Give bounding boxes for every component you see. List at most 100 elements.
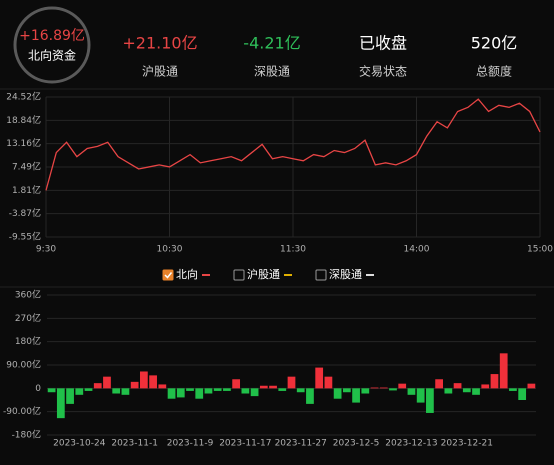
bar — [250, 388, 259, 397]
x-tick-label: 2023-11-27 — [275, 439, 327, 449]
bar — [416, 388, 425, 403]
bar — [444, 388, 453, 394]
y-tick-label: 360亿 — [15, 289, 41, 301]
y-tick-label: 13.16亿 — [6, 137, 41, 149]
bar — [84, 388, 93, 391]
y-tick-label: 90.00亿 — [6, 359, 41, 371]
northbound-label: 北向资金 — [28, 48, 76, 63]
legend-label: 深股通 — [329, 268, 362, 281]
bar — [472, 388, 480, 395]
bar — [140, 371, 148, 389]
line — [45, 98, 541, 191]
x-tick-label: 2023-12-13 — [385, 439, 437, 449]
bar — [499, 353, 508, 389]
bar — [342, 388, 351, 393]
x-tick-label: 15:00 — [527, 245, 553, 255]
checkmark — [164, 272, 173, 279]
bar — [56, 388, 65, 419]
bar — [435, 379, 443, 389]
y-tick-label: -180亿 — [12, 429, 41, 441]
legend-checkbox — [315, 269, 327, 281]
bar — [47, 388, 56, 393]
bar — [259, 385, 268, 389]
x-tick-label: 2023-10-24 — [53, 439, 106, 449]
x-tick-label: 10:30 — [157, 245, 183, 255]
legend-label: 沪股通 — [247, 267, 280, 281]
stat-value: 520亿 — [471, 34, 518, 53]
bar — [398, 383, 407, 389]
y-tick-label: -3.87亿 — [9, 207, 41, 219]
y-tick-label: 270亿 — [15, 312, 41, 324]
bar — [121, 388, 130, 395]
bar — [426, 388, 434, 413]
bar — [195, 388, 204, 399]
x-tick-label: 9:30 — [36, 245, 56, 255]
y-tick-label: -9.55亿 — [9, 231, 41, 243]
x-tick-label: 2023-11-9 — [167, 439, 214, 449]
bar — [518, 388, 527, 400]
stat-value: 已收盘 — [359, 34, 407, 53]
bar — [186, 388, 194, 391]
x-tick-label: 14:00 — [404, 245, 430, 255]
bar — [389, 388, 397, 391]
bar — [324, 376, 333, 389]
y-tick-label: -90.00亿 — [3, 405, 41, 417]
stat-value: +21.10亿 — [122, 34, 197, 53]
northbound-total: +16.89亿 — [19, 28, 85, 44]
bar — [379, 387, 388, 389]
bar — [158, 384, 167, 389]
legend-checkbox — [162, 269, 174, 281]
y-tick-label: 180亿 — [15, 335, 41, 347]
bar — [462, 388, 471, 393]
y-tick-label: 24.52亿 — [6, 91, 41, 103]
bar — [527, 383, 536, 389]
x-tick-label: 2023-11-17 — [219, 439, 271, 449]
bar — [149, 375, 157, 389]
stat-label: 交易状态 — [359, 64, 407, 79]
bar — [278, 388, 287, 391]
bar — [103, 376, 111, 389]
bar — [130, 381, 139, 389]
bar — [176, 388, 185, 398]
stat-label: 深股通 — [254, 65, 290, 79]
bar — [93, 383, 102, 389]
bar — [204, 388, 213, 394]
bar — [75, 388, 84, 395]
stat-value: -4.21亿 — [243, 34, 300, 53]
bar — [333, 388, 342, 399]
x-tick-label: 11:30 — [280, 245, 306, 255]
bar — [241, 388, 250, 394]
bar — [315, 367, 324, 389]
summary-ring — [13, 6, 91, 84]
bar — [306, 388, 314, 404]
stat-label: 总额度 — [476, 64, 512, 79]
bar — [232, 379, 241, 389]
bar — [490, 374, 499, 389]
x-tick-label: 2023-11-1 — [111, 439, 158, 449]
bar — [223, 388, 231, 391]
bar — [481, 384, 490, 389]
bar — [407, 388, 416, 395]
y-tick-label: 1.81亿 — [12, 184, 41, 196]
x-tick-label: 2023-12-21 — [441, 439, 493, 449]
bar — [287, 376, 296, 389]
y-tick-label: 7.49亿 — [12, 160, 41, 172]
legend-label: 北向 — [176, 267, 198, 281]
y-tick-label: 0 — [35, 384, 41, 394]
stat-label: 沪股通 — [142, 65, 178, 79]
bar — [352, 388, 360, 403]
bar — [509, 388, 517, 391]
bar — [112, 388, 121, 394]
bar — [296, 388, 305, 393]
bar — [453, 383, 462, 389]
y-tick-label: 18.84亿 — [6, 114, 41, 126]
x-tick-label: 2023-12-5 — [333, 439, 380, 449]
bar — [66, 388, 74, 404]
bar — [213, 388, 222, 391]
bar — [361, 388, 370, 394]
bar — [269, 385, 277, 389]
bar — [370, 387, 379, 389]
